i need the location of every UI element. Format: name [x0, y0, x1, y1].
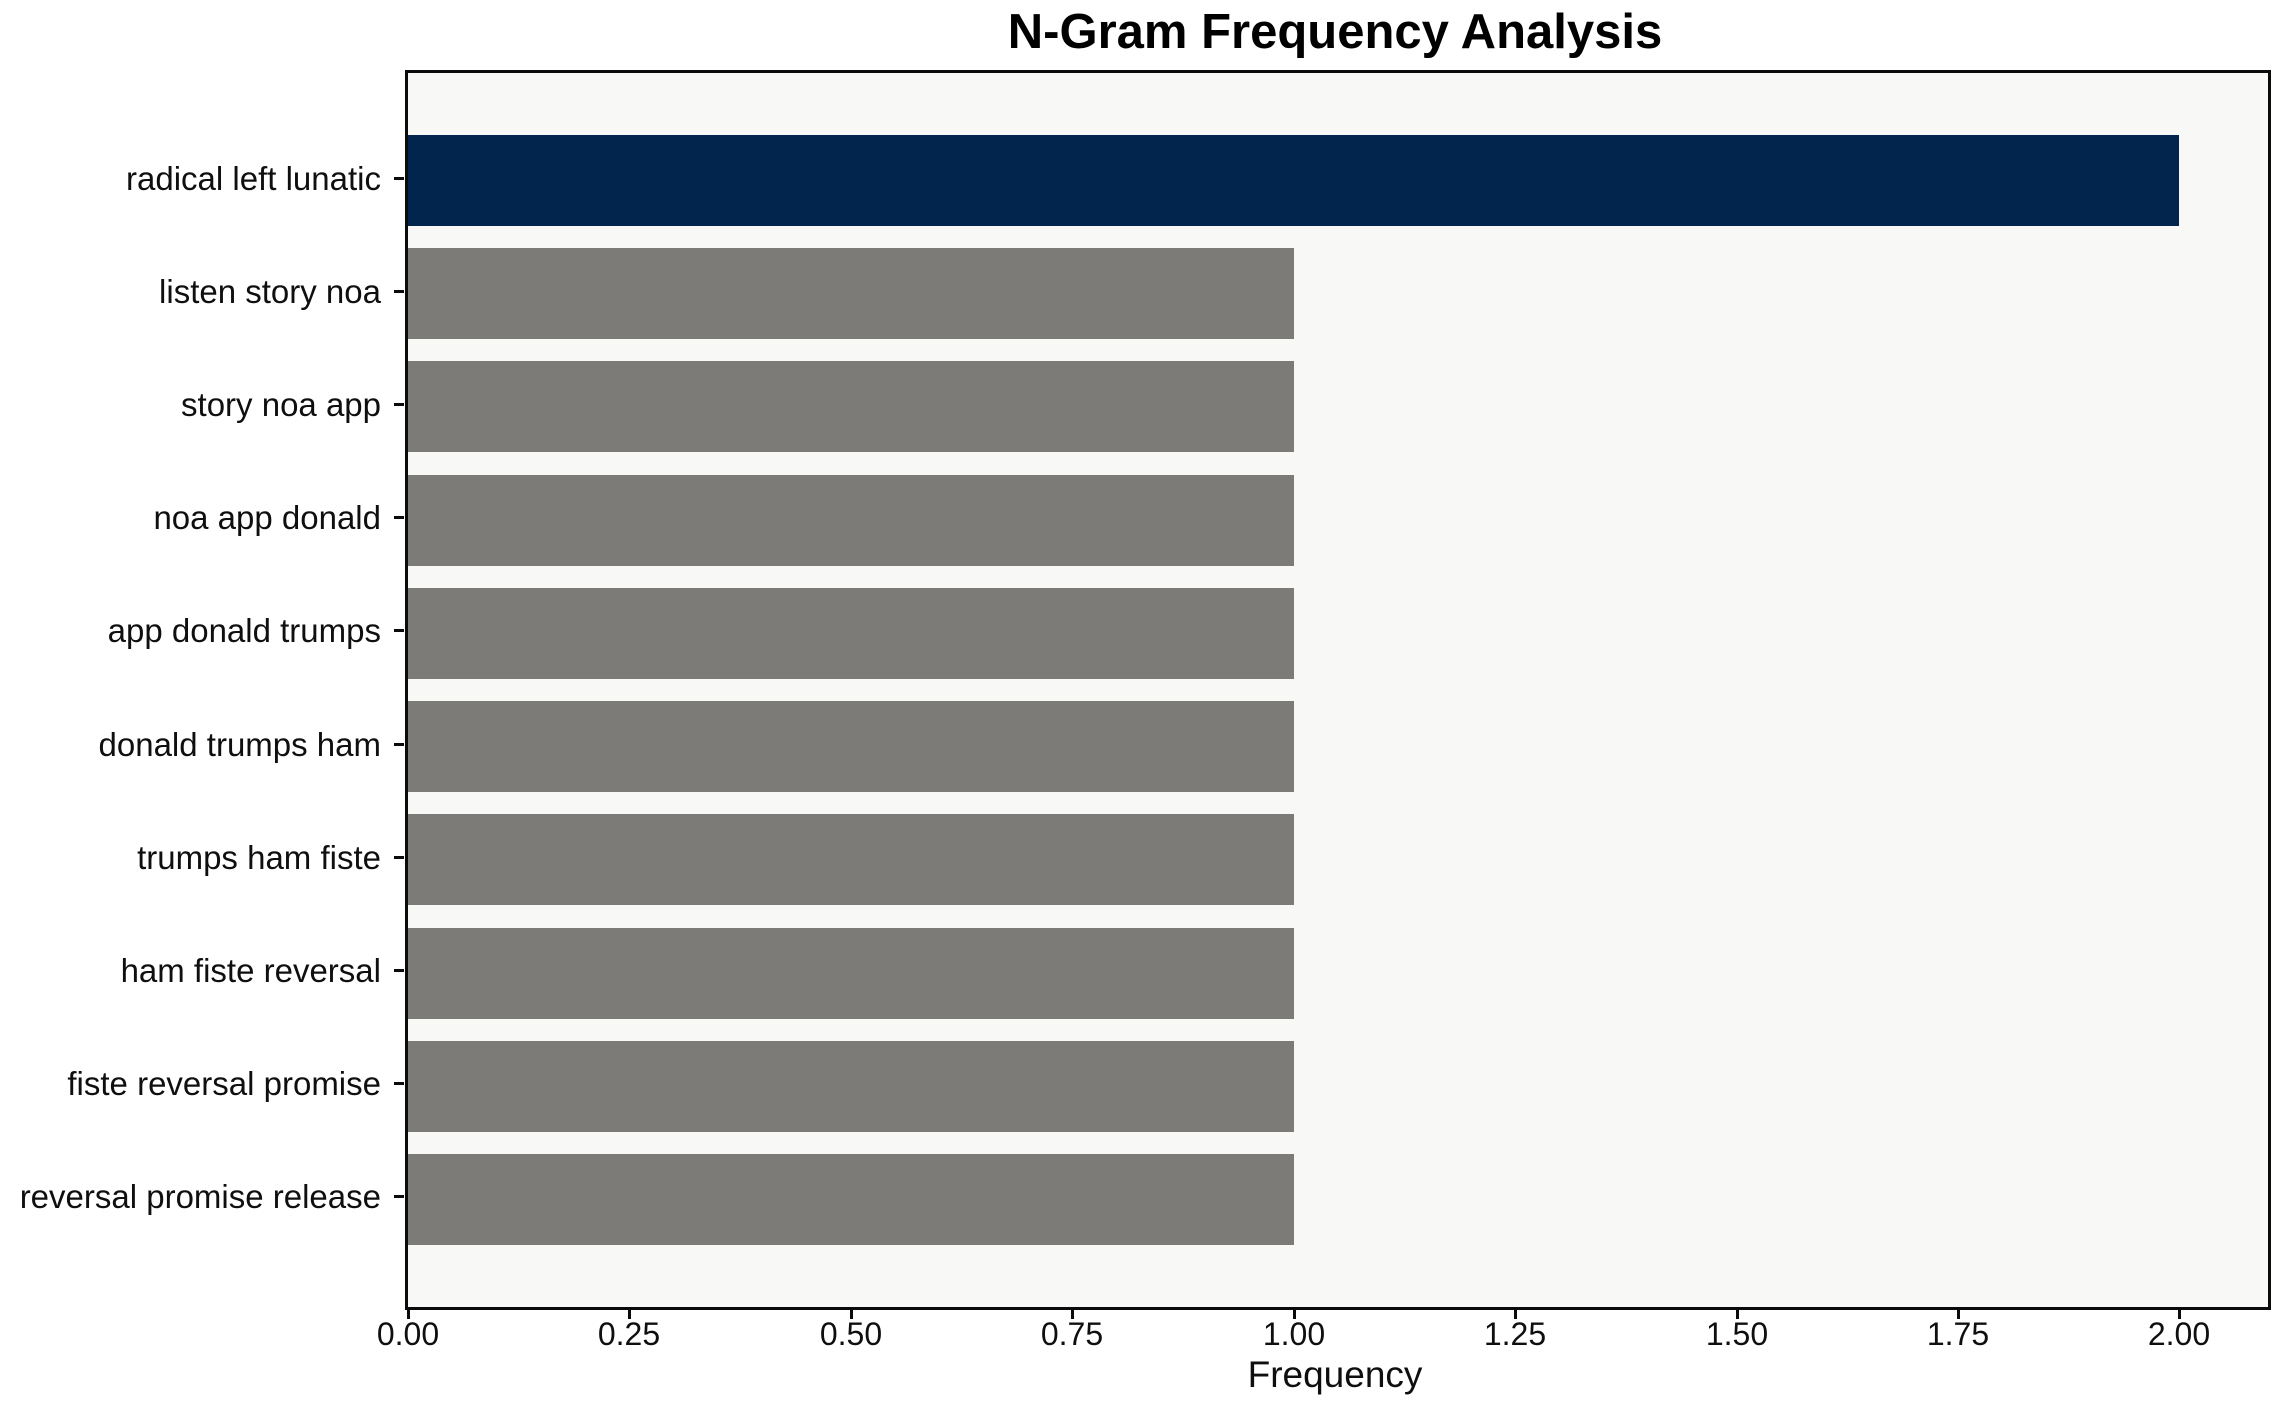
- bar: [408, 928, 1294, 1019]
- chart-title: N-Gram Frequency Analysis: [1007, 5, 1663, 59]
- bar: [408, 135, 2179, 226]
- x-tick-mark: [1957, 1310, 1960, 1319]
- y-tick-label: fiste reversal promise: [67, 1065, 381, 1102]
- bar: [408, 701, 1294, 792]
- x-axis-title: Frequency: [1247, 1354, 1423, 1395]
- y-tick-mark: [394, 290, 404, 293]
- bar: [408, 814, 1294, 905]
- x-tick-label: 0.00: [376, 1316, 440, 1352]
- y-tick-mark: [394, 856, 404, 859]
- y-tick-mark: [394, 177, 404, 180]
- y-tick-mark: [394, 516, 404, 519]
- x-tick-mark: [1736, 1310, 1739, 1319]
- y-tick-label: ham fiste reversal: [120, 952, 381, 989]
- y-tick-mark: [394, 969, 404, 972]
- x-tick-label: 1.00: [1262, 1316, 1326, 1352]
- y-tick-label: donald trumps ham: [98, 726, 381, 763]
- x-tick-mark: [1514, 1310, 1517, 1319]
- x-tick-mark: [1071, 1310, 1074, 1319]
- x-tick-mark: [2178, 1310, 2181, 1319]
- y-tick-label: noa app donald: [153, 499, 381, 536]
- x-tick-label: 1.75: [1926, 1316, 1990, 1352]
- y-tick-mark: [394, 403, 404, 406]
- plot-area: [405, 70, 2271, 1310]
- x-tick-mark: [1293, 1310, 1296, 1319]
- y-tick-label: radical left lunatic: [126, 160, 381, 197]
- y-tick-mark: [394, 1082, 404, 1085]
- x-tick-mark: [850, 1310, 853, 1319]
- x-tick-mark: [407, 1310, 410, 1319]
- bar: [408, 1041, 1294, 1132]
- x-tick-label: 2.00: [2147, 1316, 2211, 1352]
- x-tick-label: 1.25: [1483, 1316, 1547, 1352]
- y-tick-label: listen story noa: [159, 273, 381, 310]
- y-tick-mark: [394, 743, 404, 746]
- x-tick-mark: [628, 1310, 631, 1319]
- bar: [408, 588, 1294, 679]
- y-tick-label: app donald trumps: [107, 612, 381, 649]
- x-tick-label: 0.25: [597, 1316, 661, 1352]
- y-tick-mark: [394, 629, 404, 632]
- y-tick-label: reversal promise release: [19, 1178, 381, 1215]
- y-tick-mark: [394, 1195, 404, 1198]
- bar: [408, 1154, 1294, 1245]
- bar: [408, 248, 1294, 339]
- y-tick-label: story noa app: [181, 386, 381, 423]
- y-tick-label: trumps ham fiste: [137, 839, 381, 876]
- bar: [408, 361, 1294, 452]
- x-tick-label: 0.75: [1040, 1316, 1104, 1352]
- bar: [408, 475, 1294, 566]
- x-tick-label: 1.50: [1705, 1316, 1769, 1352]
- x-tick-label: 0.50: [819, 1316, 883, 1352]
